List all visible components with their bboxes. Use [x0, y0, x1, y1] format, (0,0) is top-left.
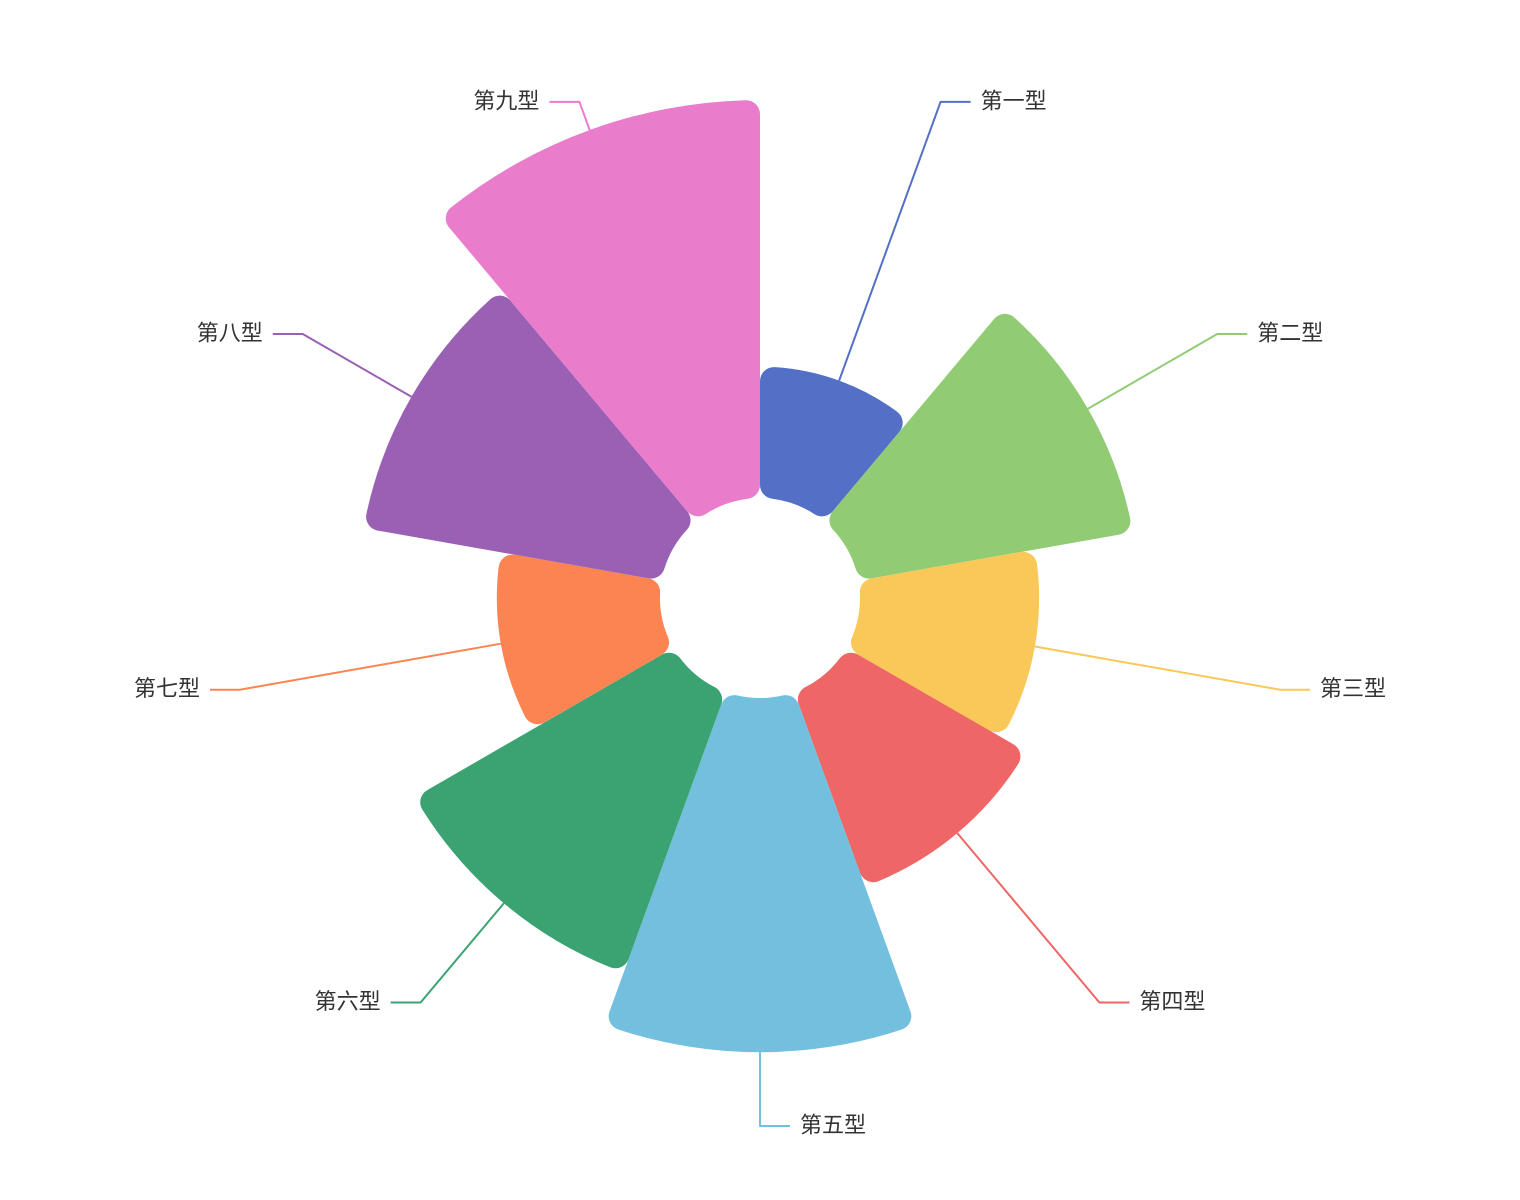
slice-label-3: 第三型: [1320, 677, 1386, 702]
label-line-4: [956, 832, 1130, 1004]
slice-label-8: 第八型: [197, 322, 263, 347]
slices-group: [366, 100, 1131, 1053]
rose-slice-9: [445, 100, 760, 517]
slice-label-1: 第一型: [981, 89, 1047, 114]
label-line-8: [272, 333, 412, 398]
label-line-9: [549, 100, 591, 131]
slice-label-7: 第七型: [134, 677, 200, 702]
label-line-2: [1087, 333, 1248, 410]
rose-slice-3: [850, 551, 1040, 733]
rose-slice-1: [760, 367, 903, 517]
label-line-1: [838, 100, 971, 381]
rose-slice-2: [829, 313, 1131, 579]
label-line-6: [390, 902, 505, 1004]
slice-label-9: 第九型: [473, 89, 539, 114]
rose-slice-7: [496, 554, 670, 725]
rose-slice-4: [797, 652, 1021, 883]
slice-label-5: 第五型: [800, 1114, 866, 1139]
rose-slice-6: [420, 652, 723, 969]
rose-slice-5: [608, 695, 912, 1053]
slice-label-4: 第四型: [1139, 990, 1205, 1015]
rose-slice-8: [366, 295, 691, 579]
slice-label-6: 第六型: [315, 990, 381, 1015]
label-line-7: [210, 642, 501, 691]
label-lines-group: [210, 100, 1310, 1127]
label-line-5: [759, 1052, 790, 1127]
label-line-3: [1034, 645, 1310, 691]
slice-label-2: 第二型: [1257, 322, 1323, 347]
